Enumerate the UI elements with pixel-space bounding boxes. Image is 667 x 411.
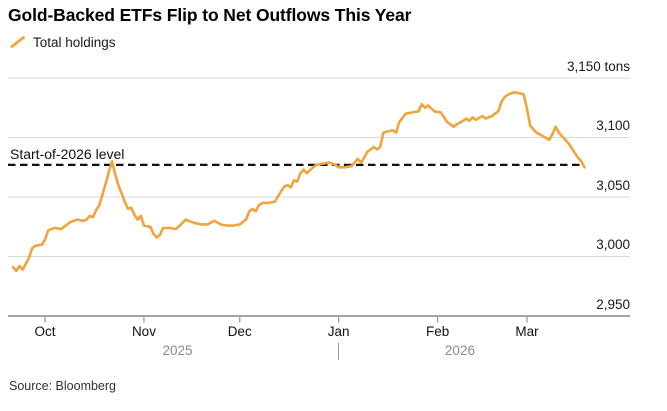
source-label: Source: Bloomberg: [9, 379, 117, 393]
chart-title: Gold-Backed ETFs Flip to Net Outflows Th…: [8, 5, 412, 25]
month-label-feb: Feb: [425, 324, 450, 339]
reference-line-label: Start-of-2026 level: [10, 145, 125, 162]
year-divider: [337, 343, 340, 360]
y-axis-label-2950: 2,950: [596, 296, 630, 312]
total-holdings-line-series: [11, 91, 586, 273]
year-label-2025: 2025: [162, 343, 193, 358]
y-axis-label-3100: 3,100: [596, 118, 630, 133]
y-axis-label-3050: 3,050: [596, 177, 630, 193]
legend-line-swatch-icon: [10, 36, 25, 48]
month-label-dec: Dec: [227, 324, 252, 339]
y-axis-label-3000: 3,000: [596, 237, 630, 252]
month-label-nov: Nov: [131, 324, 156, 339]
year-label-2026: 2026: [444, 343, 475, 358]
legend: Total holdings: [10, 33, 116, 51]
month-label-jan: Jan: [327, 324, 350, 339]
month-label-mar: Mar: [515, 324, 539, 339]
y-axis-label-3150: 3,150 tons: [566, 58, 630, 74]
legend-label: Total holdings: [33, 34, 116, 50]
month-label-oct: Oct: [34, 324, 56, 339]
